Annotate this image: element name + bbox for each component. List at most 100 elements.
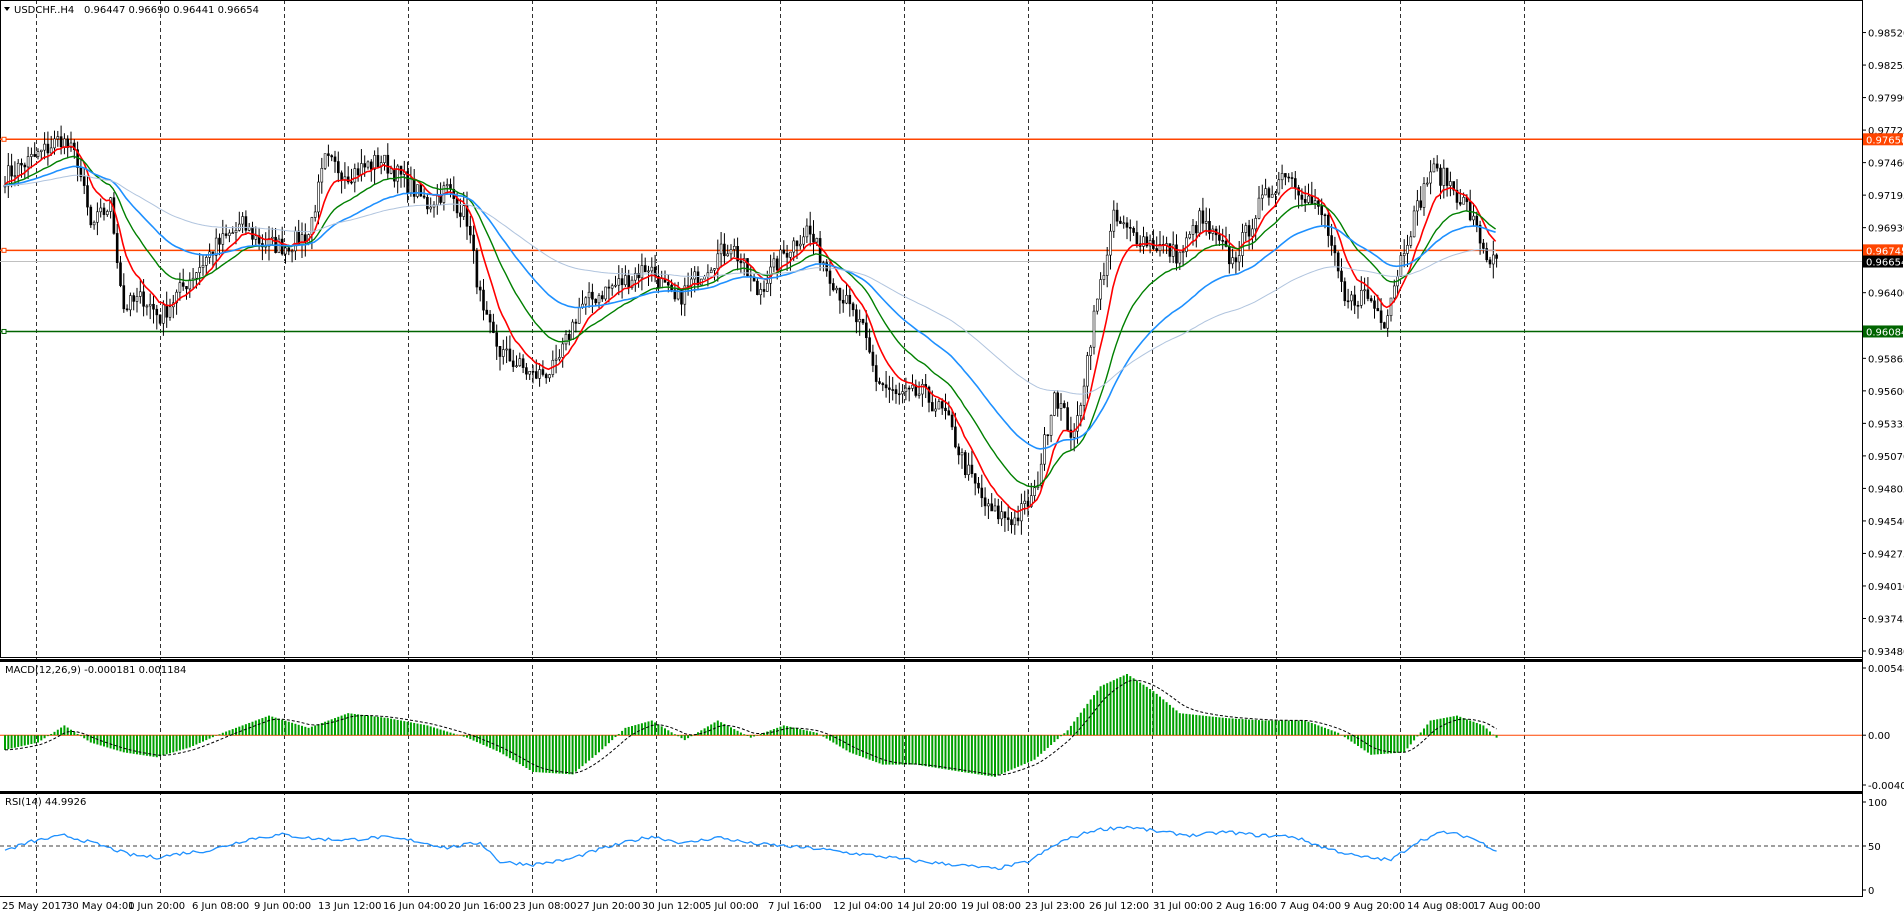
macd-bar: [409, 722, 412, 736]
candle-body: [1125, 222, 1129, 228]
macd-bar: [1274, 720, 1277, 736]
macd-bar: [994, 735, 996, 777]
candle-body: [614, 284, 617, 287]
candle-body: [158, 314, 162, 324]
level-handle[interactable]: [1, 136, 7, 142]
candle-body: [241, 216, 244, 225]
macd-bar: [142, 735, 145, 756]
candle-body: [963, 452, 967, 476]
candle-body: [1323, 214, 1327, 217]
price-tag-label: 0.96084: [1866, 327, 1904, 338]
candle-body: [950, 414, 954, 428]
candle-body: [617, 278, 621, 286]
macd-bar: [1116, 678, 1119, 736]
candle-body: [716, 253, 720, 269]
candle-body: [1056, 392, 1059, 409]
macd-bar: [1122, 675, 1125, 736]
candle-body: [1373, 300, 1376, 309]
collapse-icon[interactable]: [4, 7, 10, 11]
macd-bar: [231, 729, 234, 736]
candle-body: [1142, 236, 1145, 247]
macd-bar: [1013, 735, 1016, 769]
candle-body: [1023, 500, 1027, 504]
macd-bar: [1370, 735, 1373, 755]
macd-bar: [1472, 721, 1475, 736]
level-handle[interactable]: [1, 328, 7, 334]
macd-bar: [1307, 721, 1310, 736]
candle-body: [89, 206, 93, 226]
macd-bar: [700, 730, 703, 736]
macd-bar: [647, 721, 650, 736]
macd-bar: [1393, 735, 1396, 754]
candle-body: [759, 289, 763, 296]
macd-bar: [370, 716, 373, 736]
macd-bar: [581, 735, 584, 767]
macd-bar: [297, 724, 300, 736]
time-tick-label: 16 Jun 04:00: [383, 901, 447, 912]
macd-bar: [697, 732, 699, 736]
candle-body: [993, 505, 997, 512]
candle-body: [640, 265, 644, 279]
candle-body: [1350, 294, 1353, 302]
candle-body: [1267, 188, 1271, 198]
candle-body: [1297, 187, 1300, 196]
macd-bar: [459, 735, 462, 736]
macd-bar: [363, 715, 366, 736]
rsi-label: RSI(14) 44.9926: [5, 797, 86, 808]
macd-bar: [27, 735, 30, 745]
candle-body: [478, 286, 482, 291]
candle-body: [1366, 289, 1370, 299]
candle-body: [416, 184, 419, 197]
candle-body: [1119, 220, 1122, 224]
candle-body: [1033, 487, 1036, 496]
macd-bar: [1241, 719, 1244, 736]
macd-bar: [271, 716, 274, 736]
time-tick-label: 6 Jun 08:00: [192, 901, 249, 912]
candle-body: [1422, 183, 1426, 208]
candle-body: [894, 389, 898, 395]
macd-bar: [957, 735, 960, 772]
macd-bar: [918, 735, 921, 766]
macd-bar: [1432, 719, 1435, 736]
candle-body: [947, 410, 951, 416]
macd-bar: [50, 733, 53, 736]
chart-frame: [0, 0, 1863, 658]
candle-body: [686, 284, 690, 287]
candle-body: [1231, 257, 1234, 265]
macd-bar: [1343, 735, 1346, 738]
macd-bar: [492, 735, 495, 750]
macd-bar: [76, 733, 79, 736]
macd-bar: [654, 722, 657, 736]
macd-bar: [347, 713, 350, 736]
candle-body: [1082, 385, 1086, 406]
candle-body: [1102, 275, 1106, 280]
candle-body: [1234, 257, 1238, 263]
candle-body: [1313, 200, 1317, 204]
level-handle[interactable]: [1, 247, 7, 253]
candle-body: [511, 360, 515, 367]
candle-body: [874, 365, 878, 382]
macd-bar: [588, 735, 591, 761]
candle-body: [23, 164, 27, 168]
macd-bar: [532, 735, 534, 772]
macd-bar: [10, 735, 13, 749]
macd-bar: [1211, 716, 1214, 736]
macd-bar: [274, 717, 277, 736]
macd-bar: [535, 735, 538, 773]
macd-bar: [1281, 720, 1284, 736]
ohlc-label: 0.96447 0.96690 0.96441 0.96654: [84, 5, 259, 16]
macd-bar: [327, 720, 330, 736]
macd-bar: [70, 729, 72, 736]
candle-body: [498, 345, 502, 357]
macd-bar: [208, 735, 211, 739]
macd-bar: [254, 720, 257, 736]
macd-bar: [941, 735, 944, 769]
candle-body: [726, 253, 730, 257]
candle-body: [620, 278, 624, 286]
candle-body: [1386, 315, 1389, 329]
candle-body: [162, 304, 165, 324]
